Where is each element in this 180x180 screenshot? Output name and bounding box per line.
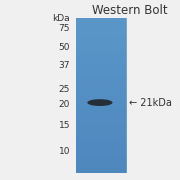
- Text: 50: 50: [59, 43, 70, 52]
- Text: ← 21kDa: ← 21kDa: [129, 98, 172, 108]
- Text: 15: 15: [59, 122, 70, 130]
- Ellipse shape: [87, 99, 112, 106]
- Bar: [76, 18, 126, 173]
- Text: 10: 10: [59, 147, 70, 156]
- Text: 37: 37: [59, 61, 70, 70]
- Text: Western Bolt: Western Bolt: [92, 4, 167, 17]
- Text: 25: 25: [59, 86, 70, 94]
- Text: kDa: kDa: [53, 14, 70, 23]
- Text: 20: 20: [59, 100, 70, 109]
- Text: 75: 75: [59, 24, 70, 33]
